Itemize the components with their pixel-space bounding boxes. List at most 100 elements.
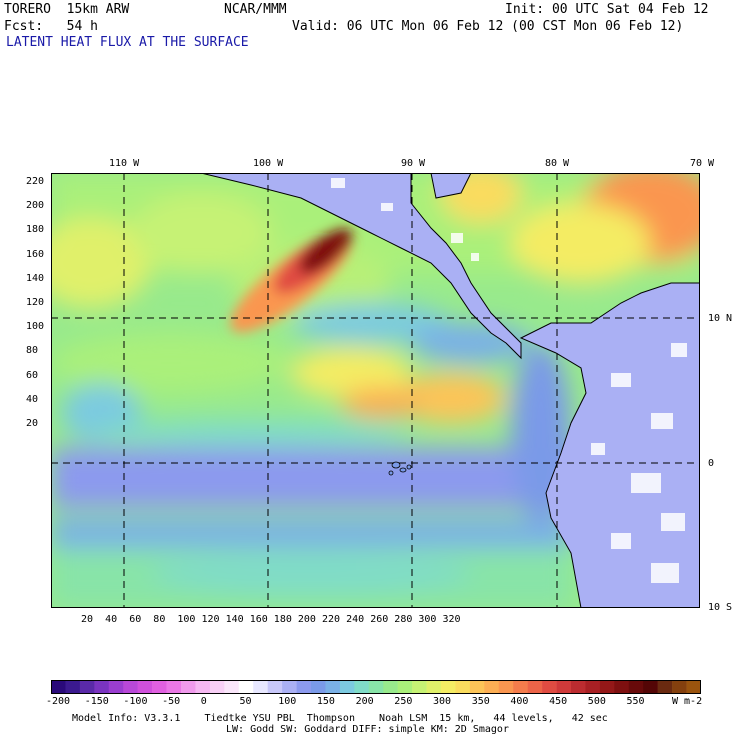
colorbar-swatch [657,680,673,694]
colorbar-swatch [339,680,355,694]
colorbar-swatch [368,680,384,694]
x-tick-label: 180 [273,614,292,625]
y-tick-label: 140 [26,272,45,284]
y-tick-label: 40 [26,393,39,405]
y-tick-label: 80 [26,345,39,357]
colorbar-swatch [224,680,240,694]
lon-label-110w: 110 W [109,158,140,169]
colorbar-swatch [325,680,341,694]
colorbar-label: 350 [471,696,490,707]
colorbar-swatch [311,680,326,694]
lon-label-90w: 90 W [401,158,426,169]
y-tick-label: 160 [26,248,45,260]
colorbar-swatch [296,680,312,694]
colorbar-label: 550 [626,696,645,707]
lon-label-80w: 80 W [545,158,570,169]
colorbar-swatch [166,680,182,694]
x-tick-label: 200 [297,614,316,625]
colorbar-swatch [643,680,658,694]
colorbar-units: W m-2 [672,696,703,707]
colorbar-label: 150 [316,696,335,707]
colorbar-frame [51,680,701,694]
x-tick-label: 240 [346,614,365,625]
forecast-hour: Fcst: 54 h [4,19,98,34]
galapagos-islands [388,461,412,476]
colorbar-swatch [556,680,572,694]
colorbar-label: -150 [84,696,109,707]
land-patches [331,178,687,583]
colorbar-swatch [571,680,586,694]
colorbar-label: 100 [278,696,297,707]
y-tick-label: 100 [26,321,45,333]
colorbar-label: 200 [355,696,374,707]
x-tick-label: 120 [201,614,220,625]
colorbar-swatch [209,680,225,694]
y-tick-label: 220 [26,176,45,187]
colorbar-swatch [123,680,138,694]
colorbar-label: 250 [394,696,413,707]
colorbar-swatch [282,680,297,694]
colorbar-swatch [441,680,456,694]
model-label: TORERO 15km ARW [4,2,130,17]
colorbar-swatch [94,680,110,694]
lat-label-10s: 10 S [708,602,733,613]
colorbar-swatch [469,680,485,694]
colorbar-label: 450 [549,696,568,707]
x-tick-label: 260 [370,614,389,625]
colorbar-swatch [267,680,283,694]
x-tick-label: 220 [322,614,341,625]
lon-label-100w: 100 W [253,158,284,169]
colorbar-swatch [484,680,500,694]
colorbar-swatch [426,680,442,694]
x-tick-label: 40 [105,614,118,625]
tehuantepec-jet [230,228,353,333]
colorbar-swatch [412,680,427,694]
model-info: Model Info: V3.3.1 Tiedtke YSU PBL Thomp… [72,713,608,724]
y-tick-label: 180 [26,224,45,236]
org-label: NCAR/MMM [224,2,287,17]
x-tick-label: 280 [394,614,413,625]
lat-label-0: 0 [708,458,715,469]
x-tick-label: 80 [153,614,166,625]
colorbar-swatch [527,680,543,694]
x-tick-label: 160 [249,614,268,625]
colorbar-label: -200 [46,696,71,707]
colorbar-swatch [195,680,211,694]
colorbar-label: 400 [510,696,529,707]
colorbar-swatch [614,680,630,694]
colorbar-swatch [79,680,95,694]
colorbar-swatch [137,680,153,694]
field-title: LATENT HEAT FLUX AT THE SURFACE [6,35,249,50]
colorbar-swatch [397,680,413,694]
map-frame [51,173,700,608]
x-tick-label: 20 [81,614,94,625]
colorbar-swatch [238,680,254,694]
colorbar-swatch [383,680,398,694]
colorbar-swatch [686,680,701,694]
lat-label-10n: 10 N [708,313,733,324]
colorbar-label: 300 [433,696,452,707]
colorbar-swatch [585,680,601,694]
colorbar-swatch [65,680,81,694]
colorbar-swatch [455,680,471,694]
colorbar-swatch [498,680,514,694]
colorbar-label: 500 [587,696,606,707]
colorbar-label: -100 [123,696,148,707]
colorbar-swatch [152,680,167,694]
init-time: Init: 00 UTC Sat 04 Feb 12 [505,2,709,17]
colorbar-swatch [672,680,687,694]
valid-time: Valid: 06 UTC Mon 06 Feb 12 (00 CST Mon … [292,19,684,34]
colorbar [51,680,701,694]
y-tick-label: 120 [26,297,45,308]
x-tick-label: 320 [442,614,461,625]
x-tick-label: 100 [177,614,196,625]
colorbar-label: 50 [239,696,252,707]
y-tick-label: 20 [26,418,39,429]
land-mask [200,173,700,608]
colorbar-label: 0 [200,696,207,707]
colorbar-label: -50 [162,696,181,707]
flux-field [51,173,700,608]
colorbar-swatch [542,680,557,694]
colorbar-swatch [51,680,66,694]
lon-label-70w: 70 W [690,158,715,169]
